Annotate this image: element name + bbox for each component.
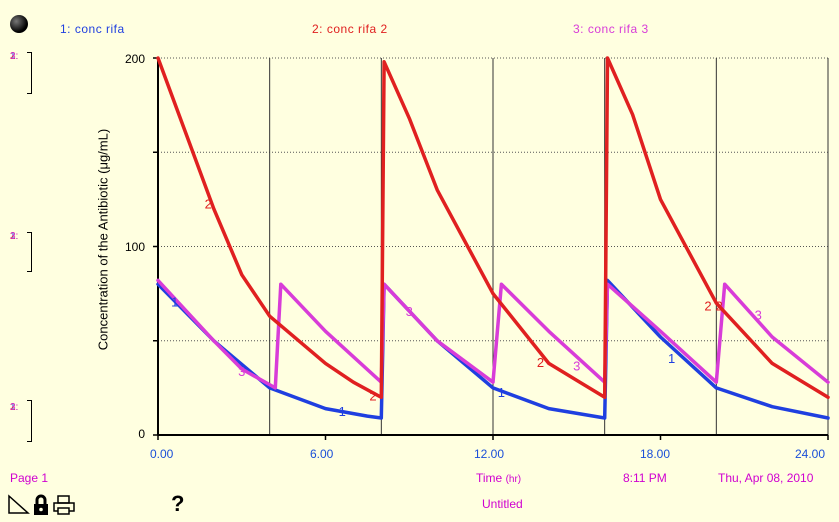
scale-bracket-mid xyxy=(27,232,32,272)
scale-label-2: 2: xyxy=(10,402,19,413)
globe-icon[interactable] xyxy=(10,15,28,33)
scale-bracket-top xyxy=(27,52,32,94)
y-tick-label: 100 xyxy=(124,240,145,254)
y-tick-label: 0 xyxy=(138,427,145,441)
legend-item-2: 2: conc rifa 2 xyxy=(312,22,388,36)
scale-label-3: 3: xyxy=(10,231,19,242)
series-line-2 xyxy=(156,56,830,400)
series-marker-label: 3 xyxy=(755,308,762,323)
series-marker-label: 2 xyxy=(369,389,376,404)
series-line-3 xyxy=(156,278,830,390)
help-icon[interactable]: ? xyxy=(171,491,185,516)
scale-bracket-bottom xyxy=(27,400,32,442)
x-tick-label: 18.00 xyxy=(640,447,671,461)
page-corner-icon[interactable] xyxy=(8,494,30,514)
legend-item-3: 3: conc rifa 3 xyxy=(573,22,649,36)
series-line-1 xyxy=(156,278,830,420)
series-marker-label: 2 xyxy=(716,298,723,313)
scale-label-2: 2: xyxy=(10,231,19,242)
clock-time: 8:11 PM xyxy=(623,471,667,485)
series-marker-label: 2 xyxy=(704,298,711,313)
legend-item-1: 1: conc rifa xyxy=(60,22,125,36)
page-indicator[interactable]: Page 1 xyxy=(10,471,49,485)
date-stamp: Thu, Apr 08, 2010 xyxy=(718,471,814,485)
scale-label-3: 3: xyxy=(10,51,19,62)
x-tick-label: 24.00 xyxy=(795,447,826,461)
series-marker-label: 1 xyxy=(668,351,675,366)
lock-icon[interactable] xyxy=(32,494,50,516)
series-marker-label: 3 xyxy=(406,304,413,319)
x-axis-label: Time (hr) xyxy=(476,471,521,485)
series-marker-label: 1 xyxy=(339,404,346,419)
x-axis-title: Time xyxy=(476,471,503,485)
series-marker-label: 2 xyxy=(537,355,544,370)
document-title: Untitled xyxy=(482,497,523,511)
scale-label-3: 3: xyxy=(10,402,19,413)
scale-label-1: 1: xyxy=(10,51,19,62)
x-tick-label: 6.00 xyxy=(310,447,334,461)
series-marker-label: 1 xyxy=(171,294,178,309)
scale-label-1: 1: xyxy=(10,231,19,242)
series-marker-label: 2 xyxy=(205,196,212,211)
printer-icon[interactable] xyxy=(53,495,75,515)
y-tick-label: 200 xyxy=(124,52,145,66)
series-marker-label: 1 xyxy=(498,385,505,400)
x-tick-label: 12.00 xyxy=(474,447,505,461)
scale-label-2: 2: xyxy=(10,51,19,62)
series-marker-label: 3 xyxy=(238,364,245,379)
series-marker-label: 3 xyxy=(573,359,580,374)
x-tick-label: 0.00 xyxy=(150,447,174,461)
scale-label-1: 1: xyxy=(10,402,19,413)
x-axis-unit: (hr) xyxy=(505,474,522,485)
